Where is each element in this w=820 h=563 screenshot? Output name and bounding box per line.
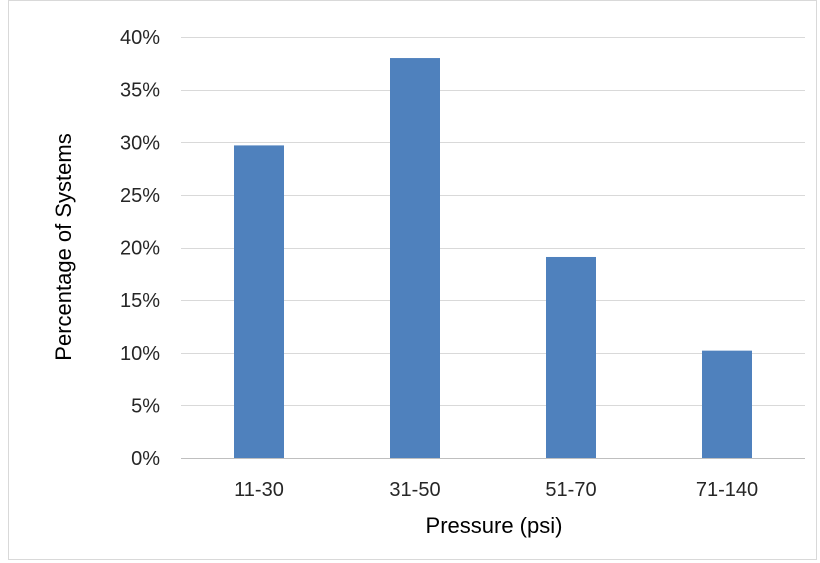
y-tick-label: 10% — [120, 343, 160, 365]
y-tick-labels: 0% 5% 10% 15% 20% 25% 30% 35% 40% — [120, 27, 160, 470]
y-axis-title: Percentage of Systems — [51, 133, 76, 360]
y-tick-label: 20% — [120, 238, 160, 260]
bar-71-140 — [702, 350, 752, 458]
x-tick-label: 71-140 — [696, 479, 758, 501]
bar-11-30 — [234, 145, 284, 458]
x-tick-label: 11-30 — [234, 479, 284, 501]
y-tick-label: 40% — [120, 27, 160, 49]
y-tick-label: 5% — [131, 395, 160, 417]
x-tick-label: 31-50 — [389, 479, 440, 501]
bars — [234, 58, 752, 459]
y-tick-label: 35% — [120, 80, 160, 102]
y-tick-label: 25% — [120, 185, 160, 207]
y-tick-label: 15% — [120, 290, 160, 312]
y-tick-label: 30% — [120, 132, 160, 154]
y-tick-label: 0% — [131, 448, 160, 470]
gridlines — [181, 37, 805, 459]
x-tick-label: 51-70 — [545, 479, 596, 501]
bar-31-50 — [390, 58, 440, 459]
x-tick-labels: 11-30 31-50 51-70 71-140 — [234, 479, 758, 501]
x-axis-title: Pressure (psi) — [426, 513, 563, 538]
bar-51-70 — [546, 256, 596, 458]
